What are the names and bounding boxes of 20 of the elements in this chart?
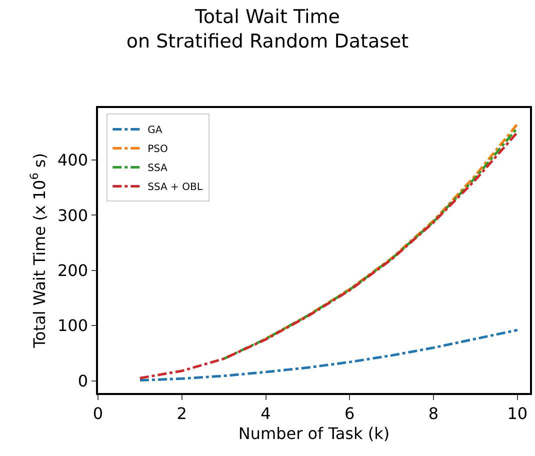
legend-label: SSA: [148, 163, 168, 174]
x-tick-label: 6: [344, 404, 355, 423]
y-tick-label: 300: [58, 206, 88, 225]
legend-label: SSA + OBL: [148, 182, 203, 194]
line-series: [222, 126, 519, 360]
x-tick-label: 0: [92, 404, 104, 423]
x-tick-label: 10: [507, 404, 528, 423]
y-tick-label: 0: [78, 371, 88, 390]
line-series: [138, 328, 519, 382]
y-tick-label: 200: [58, 260, 88, 280]
chart-title: Total Wait Time on Stratified Random Dataset: [126, 6, 409, 52]
y-tick-label: 400: [58, 150, 88, 170]
y-tick-label: 100: [58, 316, 88, 336]
line-series: [264, 122, 519, 340]
x-tick-label: 4: [260, 404, 271, 423]
x-tick-label: 8: [428, 404, 439, 423]
legend-label: PSO: [148, 144, 168, 156]
x-tick-label: 2: [176, 404, 187, 423]
x-axis-title: Number of Task (k): [238, 424, 390, 444]
legend-label: GA: [148, 125, 162, 136]
